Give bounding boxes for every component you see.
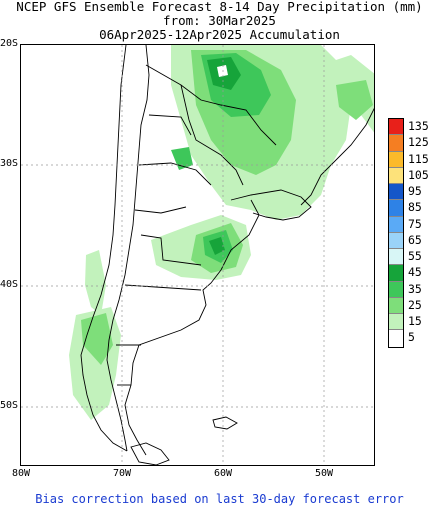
legend-label: 55 (408, 249, 422, 263)
map-title-line-2: from: 30Mar2025 (163, 13, 276, 28)
legend-label: 95 (408, 184, 422, 198)
legend-swatch (389, 249, 403, 266)
legend-swatch (389, 167, 403, 184)
province-line-2 (138, 162, 212, 186)
legend-label: 135 (408, 119, 429, 133)
lon-label-60w: 60W (214, 468, 233, 479)
chile-coastline (80, 45, 128, 452)
legend-swatch (389, 314, 403, 331)
falkland-islands (212, 416, 238, 430)
legend-swatch (389, 232, 403, 249)
bias-correction-note: Bias correction based on last 30-day for… (35, 492, 404, 506)
legend-swatch (389, 151, 403, 168)
lon-label-70w: 70W (113, 468, 132, 479)
lon-label-50w: 50W (315, 468, 334, 479)
legend-swatch (389, 184, 403, 201)
precip-25-35-misiones (171, 147, 193, 170)
legend-label: 35 (408, 281, 422, 296)
province-line-3 (134, 206, 187, 214)
province-line-1 (148, 114, 192, 136)
legend-swatch (389, 265, 403, 282)
legend-swatch (389, 216, 403, 233)
map-title-line-3: 06Apr2025-12Apr2025 Accumulation (99, 27, 340, 42)
lat-label-20s: 20S (0, 38, 19, 49)
legend-label: 75 (408, 216, 422, 231)
argentina-atlantic-coast (124, 199, 260, 456)
legend-swatch (389, 200, 403, 217)
lon-label-80w: 80W (12, 468, 31, 479)
province-line-4 (140, 234, 202, 266)
precipitation-map-svg (21, 45, 374, 465)
precip-15-25-patagonia (81, 313, 113, 365)
legend-swatch (389, 119, 403, 136)
uruguay-border (230, 189, 312, 221)
lat-label-50s: 50S (0, 400, 19, 411)
legend-swatch (389, 281, 403, 298)
precipitation-shading (69, 45, 374, 420)
legend-label: 65 (408, 232, 422, 247)
precip-5-15-andes (85, 250, 106, 315)
precipitation-map (20, 44, 375, 466)
legend-label: 45 (408, 265, 422, 280)
legend-label: 85 (408, 200, 422, 215)
legend-swatch (389, 135, 403, 152)
argentina-north-border (180, 84, 244, 186)
legend-swatch (389, 297, 403, 314)
legend-swatch (389, 330, 403, 347)
legend-label: 15 (408, 314, 422, 328)
legend-label: 125 (408, 135, 429, 150)
legend-label: 115 (408, 151, 429, 166)
tierra-del-fuego (130, 442, 170, 465)
precipitation-legend (388, 118, 404, 348)
lat-label-30s: 30S (0, 158, 19, 169)
precip-core-white (217, 65, 228, 77)
graticule (21, 45, 374, 465)
legend-label: 5 (408, 330, 415, 345)
map-title-line-1: NCEP GFS Ensemble Forecast 8-14 Day Prec… (16, 0, 423, 14)
legend-label: 25 (408, 297, 422, 312)
precip-15-25-northeast (336, 80, 373, 120)
legend-label: 105 (408, 167, 429, 182)
andes-border (106, 45, 150, 452)
precip-35-45-central (209, 237, 225, 255)
lat-label-40s: 40S (0, 279, 19, 290)
